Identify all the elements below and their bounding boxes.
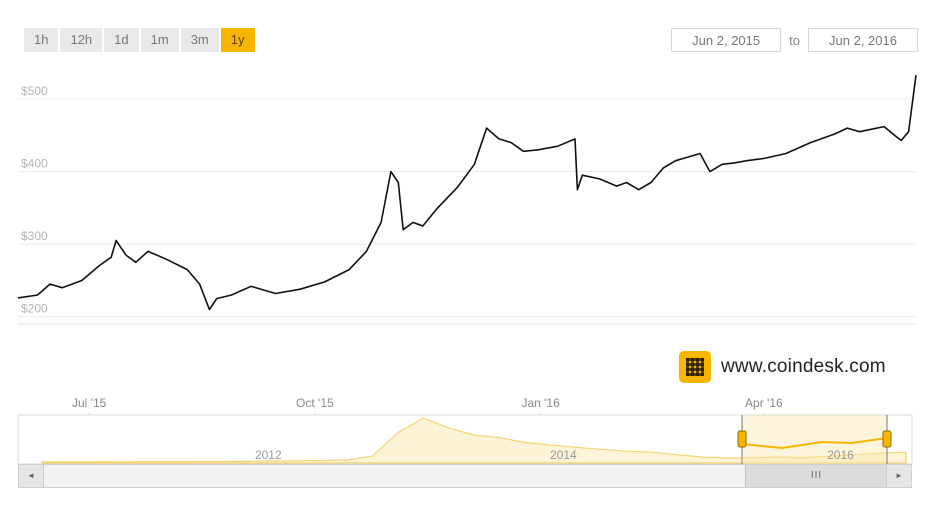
coindesk-logo-icon bbox=[679, 351, 711, 383]
date-to-label: to bbox=[789, 32, 800, 48]
range-button-3m[interactable]: 3m bbox=[180, 28, 219, 52]
scroll-thumb[interactable]: III bbox=[745, 465, 888, 487]
navigator-series-area bbox=[41, 417, 907, 464]
x-tick-label: Jul '15 bbox=[72, 396, 107, 410]
navigator-year-label: 2012 bbox=[255, 448, 282, 462]
navigator-scrollbar[interactable]: ◄ III ► bbox=[18, 464, 912, 488]
y-tick-label: $400 bbox=[21, 157, 48, 171]
range-button-1m[interactable]: 1m bbox=[140, 28, 179, 52]
navigator-selection bbox=[742, 415, 887, 464]
navigator-year-label: 2014 bbox=[550, 448, 577, 462]
y-tick-label: $300 bbox=[21, 229, 48, 243]
y-tick-label: $500 bbox=[21, 84, 48, 98]
x-tick-label: Apr '16 bbox=[745, 396, 783, 410]
price-series-line bbox=[17, 74, 917, 311]
x-tick-label: Jan '16 bbox=[521, 396, 560, 410]
brand: www.coindesk.com bbox=[679, 351, 886, 383]
range-button-1y[interactable]: 1y bbox=[220, 28, 255, 52]
navigator-right-handle-icon[interactable] bbox=[882, 430, 892, 448]
date-range: to bbox=[671, 28, 918, 52]
y-tick-label: $200 bbox=[21, 302, 48, 316]
scroll-right-arrow-icon[interactable]: ► bbox=[886, 465, 911, 487]
range-button-1d[interactable]: 1d bbox=[104, 28, 139, 52]
scroll-left-arrow-icon[interactable]: ◄ bbox=[19, 465, 44, 487]
date-to-input[interactable] bbox=[808, 28, 918, 52]
x-tick-label: Oct '15 bbox=[296, 396, 334, 410]
range-button-1h[interactable]: 1h bbox=[24, 28, 59, 52]
date-from-input[interactable] bbox=[671, 28, 782, 52]
navigator-selected-line bbox=[741, 437, 888, 450]
range-button-12h[interactable]: 12h bbox=[60, 28, 103, 52]
brand-text: www.coindesk.com bbox=[721, 356, 886, 377]
navigator-year-label: 2016 bbox=[827, 448, 854, 462]
navigator-left-handle-icon[interactable] bbox=[737, 430, 747, 448]
range-selector: 1h 12h 1d 1m 3m 1y bbox=[24, 28, 255, 52]
